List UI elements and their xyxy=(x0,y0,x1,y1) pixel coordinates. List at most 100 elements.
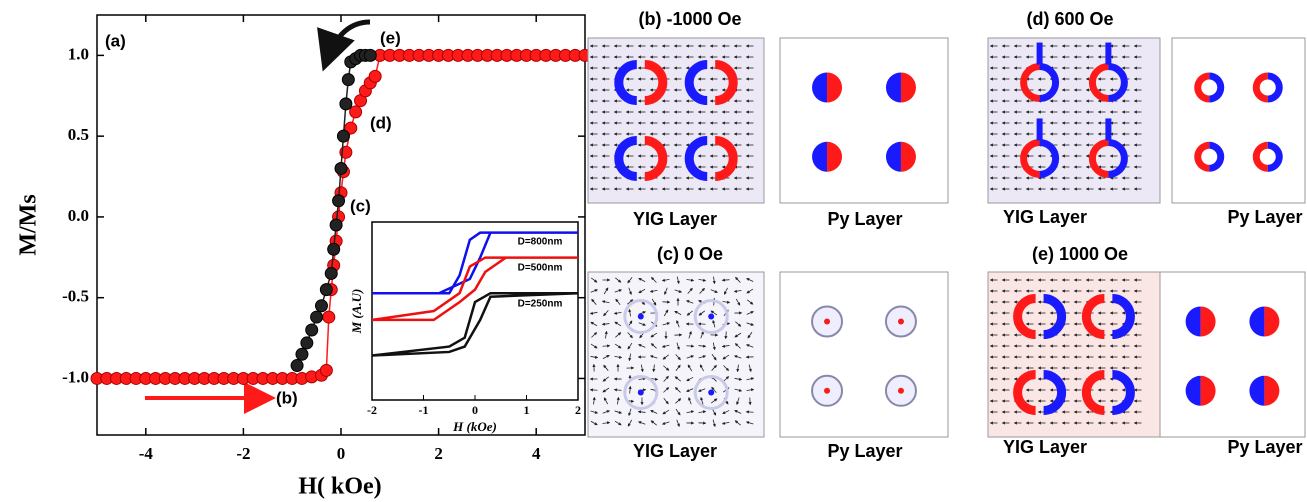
spin-arrow xyxy=(686,410,695,414)
spin-arrow xyxy=(592,396,596,405)
spin-arrow xyxy=(698,278,707,282)
spin-arrow xyxy=(614,410,623,414)
inset-y-axis-label: M (A.U) xyxy=(349,289,364,335)
data-point xyxy=(329,218,343,232)
data-point xyxy=(341,73,355,87)
spin-arrow xyxy=(711,364,717,371)
spin-arrow xyxy=(721,421,730,425)
data-point xyxy=(310,310,324,324)
domain-arc xyxy=(1112,369,1135,415)
spin-arrow xyxy=(590,420,598,426)
spin-arrow xyxy=(601,322,610,326)
spin-arrow xyxy=(676,419,680,428)
spin-arrow xyxy=(674,387,681,393)
layer-label: YIG Layer xyxy=(1003,207,1087,227)
spin-arrow xyxy=(734,410,742,414)
py-half xyxy=(885,141,901,172)
annotation: (b) xyxy=(276,388,298,407)
spin-arrow xyxy=(712,419,716,428)
data-point xyxy=(290,359,304,373)
domain-arc xyxy=(1020,138,1040,178)
spin-arrow xyxy=(590,289,599,293)
spin-arrow xyxy=(628,385,632,394)
spin-arrow xyxy=(747,331,753,339)
spin-arrow xyxy=(628,408,632,417)
vortex-dot xyxy=(637,389,644,396)
series-line xyxy=(371,256,578,322)
spin-arrow xyxy=(734,343,741,349)
spin-arrow xyxy=(664,287,668,295)
spin-arrow xyxy=(615,298,621,305)
series-label: D=500nm xyxy=(518,263,563,274)
spin-arrow xyxy=(688,330,692,339)
py-hole xyxy=(1259,148,1276,165)
spin-arrow xyxy=(746,311,754,315)
spin-arrow xyxy=(674,310,682,316)
y-axis-label: M/Ms xyxy=(16,194,42,255)
vortex-core xyxy=(623,299,659,335)
py-half xyxy=(900,72,916,103)
spin-arrow xyxy=(698,410,707,414)
vortex-core xyxy=(693,299,729,335)
domain-arc xyxy=(1043,369,1067,415)
spin-arrow xyxy=(687,364,693,372)
panel-title: (b) -1000 Oe xyxy=(638,9,741,29)
py-core xyxy=(897,318,904,325)
spin-arrow xyxy=(698,310,706,316)
spin-arrow xyxy=(662,409,670,415)
spin-arrow xyxy=(603,287,609,295)
py-image xyxy=(779,37,949,204)
spin-arrow xyxy=(699,364,705,372)
spin-arrow xyxy=(686,376,694,382)
x-tick-label: -4 xyxy=(139,444,154,463)
py-half xyxy=(1249,306,1265,337)
spin-arrow xyxy=(614,289,623,293)
layer-label: Py Layer xyxy=(827,209,902,229)
y-tick-label: -0.5 xyxy=(62,287,89,306)
data-point xyxy=(319,283,333,297)
spin-arrow xyxy=(746,388,755,392)
vortex-core xyxy=(623,374,659,410)
py-half xyxy=(827,141,843,172)
domain-arc xyxy=(1081,294,1105,340)
spin-arrow xyxy=(603,397,609,405)
spin-arrow xyxy=(746,322,755,326)
annotation: (e) xyxy=(380,28,401,47)
domain-wall xyxy=(1105,118,1112,141)
spin-arrow xyxy=(676,319,680,328)
spin-arrow xyxy=(627,419,633,427)
yig-background xyxy=(587,37,765,204)
spin-arrow xyxy=(710,310,718,316)
layer-label: YIG Layer xyxy=(633,441,717,461)
spin-arrow xyxy=(748,364,752,373)
spin-arrow xyxy=(590,355,599,359)
y-tick-label: 0.0 xyxy=(68,206,89,225)
domain-wall xyxy=(1036,42,1043,65)
py-background xyxy=(1159,271,1306,438)
py-half xyxy=(1200,306,1216,337)
spin-arrow xyxy=(651,298,657,306)
spin-arrow xyxy=(638,288,646,294)
vortex-dot xyxy=(708,313,715,320)
spin-arrow xyxy=(686,310,693,316)
spin-arrow xyxy=(589,388,598,392)
spin-arrow xyxy=(649,355,658,359)
spin-arrow xyxy=(733,355,742,359)
inset-x-tick-label: 1 xyxy=(524,403,530,417)
spin-arrow xyxy=(686,355,695,359)
spin-arrow xyxy=(711,353,717,361)
series-label: D=800nm xyxy=(518,237,563,248)
spin-arrow xyxy=(602,410,611,414)
spin-arrow xyxy=(722,410,730,414)
domain-arc xyxy=(1013,294,1036,340)
spin-arrow xyxy=(616,396,620,405)
spin-arrow xyxy=(604,330,608,339)
spin-arrow xyxy=(649,289,658,293)
py-image xyxy=(1159,271,1306,438)
py-image xyxy=(1171,37,1306,204)
spin-arrow xyxy=(723,376,730,382)
x-tick-label: 4 xyxy=(532,444,541,463)
data-point xyxy=(327,242,341,256)
spin-arrow xyxy=(614,420,622,426)
spin-arrow xyxy=(603,364,609,371)
